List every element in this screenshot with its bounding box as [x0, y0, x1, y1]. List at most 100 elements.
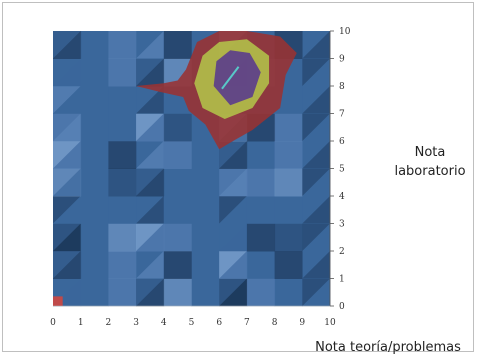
- grid-cell: [108, 86, 137, 114]
- grid-cell: [108, 223, 137, 252]
- grid-cell: [80, 196, 109, 224]
- cell-triangle: [302, 113, 330, 141]
- grid-cell: [80, 223, 109, 252]
- grid-cell: [191, 251, 220, 279]
- cell-triangle: [136, 58, 164, 86]
- grid-cell: [274, 141, 303, 169]
- grid-cell: [274, 278, 303, 307]
- y-tick-label: 1: [339, 275, 345, 285]
- x-tick-label: 3: [133, 318, 139, 328]
- y-axis-label-line-2: laboratorio: [394, 164, 466, 179]
- contour-layer: [136, 31, 297, 150]
- grid-cell: [80, 141, 109, 169]
- y-tick-label: 9: [339, 55, 345, 65]
- cell-triangle: [136, 86, 164, 114]
- axes-layer: [53, 30, 334, 307]
- cell-triangle: [136, 113, 164, 141]
- cell-triangle: [302, 223, 330, 251]
- grid-cell: [80, 86, 109, 114]
- cell-triangle: [53, 31, 81, 59]
- cell-triangle: [219, 251, 247, 279]
- cell-triangle: [219, 168, 247, 196]
- cell-triangle: [219, 223, 247, 251]
- x-tick-label: 6: [216, 318, 222, 328]
- grid-cell: [108, 278, 137, 307]
- grid-cell: [80, 31, 109, 59]
- y-tick-label: 7: [339, 110, 345, 120]
- cell-triangle: [53, 251, 81, 279]
- grid-cell: [274, 113, 303, 142]
- cell-triangle: [53, 168, 81, 196]
- grid-cell: [80, 58, 109, 87]
- grid-cell: [108, 31, 137, 59]
- cell-triangle: [136, 168, 164, 196]
- cell-triangle: [136, 251, 164, 279]
- y-tick-label: 5: [339, 165, 345, 175]
- cell-triangle: [53, 86, 81, 114]
- cell-triangle: [302, 31, 330, 59]
- cell-triangle: [136, 31, 164, 59]
- grid-cell: [191, 168, 220, 197]
- y-axis-label: Nota laboratorio: [385, 143, 475, 181]
- cell-triangle: [302, 168, 330, 196]
- x-tick-labels: 0 1 2 3 4 5 6 7 8 9 10: [50, 318, 336, 328]
- cell-triangle: [136, 141, 164, 169]
- origin-marker: [53, 296, 63, 306]
- grid-cell: [191, 278, 220, 307]
- grid-cell: [246, 223, 276, 252]
- grid-cell: [163, 113, 192, 142]
- x-tick-label: 8: [272, 318, 278, 328]
- grid-cell: [163, 278, 192, 307]
- grid-cell: [108, 141, 137, 169]
- cell-triangle: [136, 223, 164, 251]
- grid-cell: [108, 168, 137, 197]
- x-tick-label: 10: [324, 318, 336, 328]
- x-tick-label: 1: [78, 318, 84, 328]
- y-tick-label: 3: [339, 220, 345, 230]
- x-axis-label: Nota teoría/problemas: [315, 340, 461, 355]
- x-tick-label: 2: [106, 318, 112, 328]
- grid-cell: [246, 278, 276, 307]
- grid-cell: [108, 58, 137, 87]
- grid-cell: [246, 251, 276, 279]
- cell-triangle: [219, 278, 247, 306]
- grid-cell: [274, 223, 303, 252]
- cell-triangle: [219, 141, 247, 169]
- contour-chart: 0 1 2 3 4 5 6 7 8 9 10 0 1 2 3 4 5 6 7 8 9 10: [50, 27, 351, 328]
- cell-triangle: [302, 86, 330, 114]
- grid-cell: [274, 251, 303, 279]
- grid-cell: [163, 31, 192, 59]
- x-tick-label: 4: [161, 318, 167, 328]
- cell-triangle: [53, 58, 81, 86]
- cell-triangle: [136, 278, 164, 306]
- cell-triangle: [53, 223, 81, 251]
- grid-cell: [274, 196, 303, 224]
- grid-cell: [163, 196, 192, 224]
- peak-highlight: [221, 66, 240, 90]
- y-tick-labels: 0 1 2 3 4 5 6 7 8 9 10: [339, 27, 351, 312]
- cell-triangle: [302, 278, 330, 306]
- grid-cell: [246, 168, 276, 197]
- grid-cell: [274, 168, 303, 197]
- x-tick-label: 5: [189, 318, 195, 328]
- grid-cell: [163, 223, 192, 252]
- y-tick-label: 6: [339, 137, 345, 147]
- grid-cell: [163, 251, 192, 279]
- grid-cell: [163, 141, 192, 169]
- grid-cell: [246, 196, 276, 224]
- cell-triangle: [219, 196, 247, 224]
- x-tick-label: 0: [50, 318, 56, 328]
- cell-triangle: [302, 58, 330, 86]
- cell-triangle: [302, 141, 330, 169]
- y-tick-label: 10: [339, 27, 351, 37]
- grid-cell: [163, 168, 192, 197]
- cell-triangle: [53, 196, 81, 224]
- grid-cell: [80, 168, 109, 197]
- y-tick-label: 8: [339, 82, 345, 92]
- cell-triangle: [53, 141, 81, 169]
- grid-cell: [108, 251, 137, 279]
- grid-cell: [191, 196, 220, 224]
- cell-triangle: [302, 196, 330, 224]
- contour-high: [213, 50, 261, 106]
- grid-cell: [246, 141, 276, 169]
